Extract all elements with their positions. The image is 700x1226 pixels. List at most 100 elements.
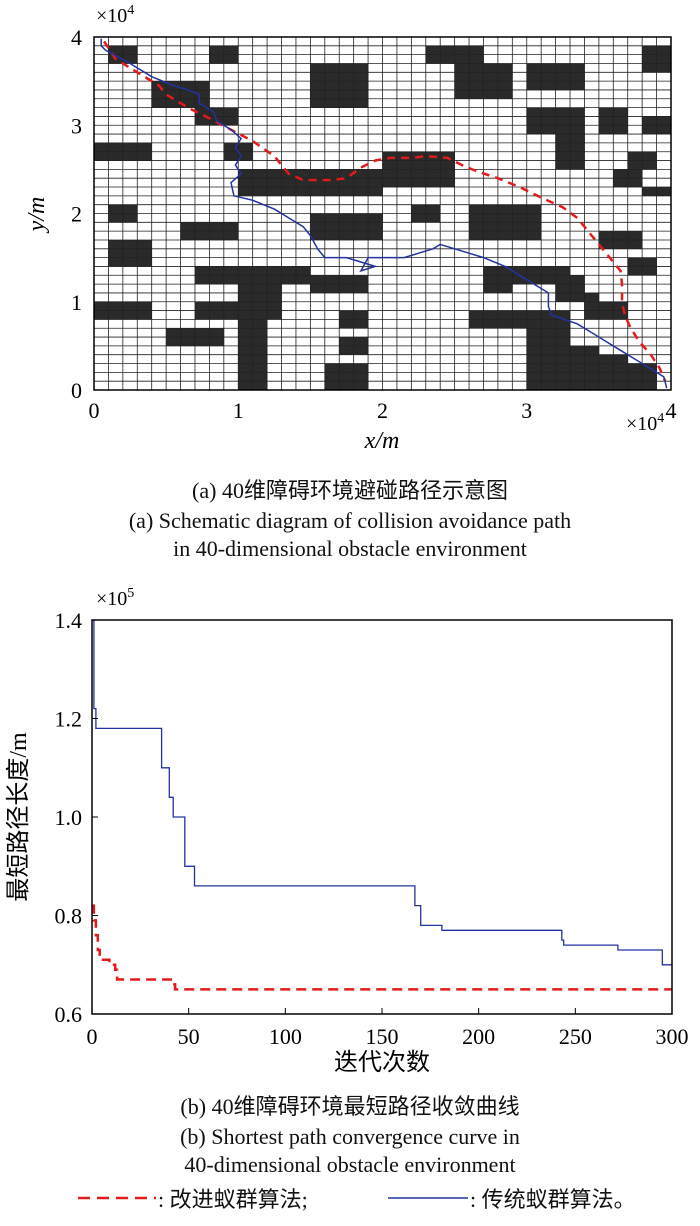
x-tick-label: 100 — [269, 1024, 302, 1049]
obstacle-cell — [310, 178, 326, 188]
obstacle-cell — [310, 72, 326, 82]
obstacle-cell — [252, 354, 268, 364]
obstacle-cell — [570, 372, 585, 382]
obstacle-cell — [526, 275, 542, 285]
obstacle-cell — [555, 142, 571, 153]
obstacle-cell — [598, 116, 614, 126]
obstacle-cell — [425, 204, 441, 214]
obstacle-cell — [137, 310, 152, 320]
x-tick-label: 250 — [559, 1024, 592, 1049]
obstacle-cell — [598, 310, 614, 320]
obstacle-cell — [108, 239, 124, 250]
obstacle-cell — [627, 363, 643, 373]
y-tick-label: 0.6 — [55, 1002, 83, 1027]
obstacle-cell — [252, 337, 268, 347]
obstacle-cell — [252, 301, 268, 311]
y-tick-label: 2 — [71, 202, 82, 227]
obstacle-cell — [368, 169, 383, 179]
obstacle-cell — [555, 160, 571, 170]
x-tick-label: 50 — [178, 1024, 200, 1049]
obstacle-cell — [512, 275, 528, 285]
obstacle-cell — [627, 231, 643, 241]
obstacle-cell — [252, 266, 268, 276]
obstacle-cell — [194, 222, 210, 232]
caption-b-en-2: 40-dimensional obstacle environment — [184, 1152, 516, 1177]
legend-improved-label: : 改进蚁群算法; — [158, 1187, 308, 1212]
traditional-convergence-line — [92, 619, 672, 966]
obstacle-cell — [598, 231, 614, 241]
obstacle-cell — [122, 213, 138, 223]
axis-ticks: 0 50 100 150 200 250 300 0.6 0.8 1.0 1.2 1.4 — [55, 608, 689, 1049]
y-tick-label: 1.0 — [55, 805, 83, 830]
obstacle-cell — [267, 310, 282, 320]
obstacle-cell — [570, 63, 585, 73]
obstacle-cell — [281, 266, 297, 276]
obstacle-cell — [555, 381, 571, 391]
obstacle-cell — [570, 275, 585, 285]
x-tick-label: 150 — [366, 1024, 399, 1049]
obstacle-cell — [295, 266, 311, 276]
obstacle-cell — [353, 231, 369, 241]
obstacle-cell — [584, 354, 600, 364]
obstacle-cell — [137, 301, 152, 311]
obstacle-cell — [238, 381, 253, 391]
obstacle-cell — [526, 63, 542, 73]
obstacle-cell — [526, 345, 542, 355]
obstacle-cell — [223, 266, 239, 276]
obstacle-cell — [483, 204, 499, 214]
obstacle-cell — [267, 275, 282, 285]
obstacle-cell — [512, 204, 528, 214]
obstacle-cell — [469, 63, 484, 73]
obstacle-cell — [180, 337, 196, 347]
obstacle-cell — [483, 319, 499, 329]
obstacle-cell — [483, 275, 499, 285]
obstacle-cell — [108, 45, 124, 55]
obstacle-cell — [541, 328, 556, 338]
obstacle-cell — [310, 98, 326, 108]
obstacle-cell — [497, 63, 513, 73]
obstacle-cell — [267, 266, 282, 276]
obstacle-cell — [497, 275, 513, 285]
obstacle-cell — [483, 63, 499, 73]
obstacle-cell — [151, 89, 167, 100]
x-axis-label: 迭代次数 — [334, 1049, 430, 1076]
obstacle-cell — [368, 213, 383, 223]
obstacle-cell — [295, 169, 311, 179]
obstacle-cell — [339, 372, 354, 382]
obstacle-cell — [368, 178, 383, 188]
obstacle-cell — [209, 231, 225, 241]
obstacle-cell — [584, 363, 600, 373]
obstacle-cell — [137, 142, 152, 153]
obstacle-cell — [541, 125, 556, 135]
caption-b-cn: (b) 40维障碍环境最短路径收敛曲线 — [180, 1094, 520, 1119]
obstacle-cell — [656, 116, 672, 126]
obstacle-cell — [339, 381, 354, 391]
obstacle-cell — [209, 275, 225, 285]
y-tick-label: 1.2 — [55, 707, 83, 732]
obstacle-cell — [526, 107, 542, 117]
obstacle-cell — [252, 310, 268, 320]
obstacle-cell — [526, 266, 542, 276]
obstacle-cell — [209, 337, 225, 347]
obstacle-cell — [555, 151, 571, 161]
obstacle-cell — [238, 151, 253, 161]
obstacle-cell — [324, 275, 340, 285]
obstacle-cell — [497, 319, 513, 329]
obstacle-cell — [238, 337, 253, 347]
obstacle-cell — [497, 89, 513, 100]
obstacle-cell — [555, 328, 571, 338]
obstacle-cell — [180, 89, 196, 100]
obstacle-cell — [209, 45, 225, 55]
obstacle-cell — [180, 81, 196, 91]
obstacle-cell — [526, 310, 542, 320]
y-axis-label: 最短路径长度/m — [5, 732, 32, 902]
obstacle-cell — [324, 178, 340, 188]
obstacle-cell — [310, 284, 326, 294]
obstacle-cell — [541, 345, 556, 355]
obstacle-cell — [483, 213, 499, 223]
obstacle-cell — [223, 151, 239, 161]
obstacle-cell — [584, 301, 600, 311]
obstacle-cell — [555, 354, 571, 364]
obstacle-cell — [469, 222, 484, 232]
obstacle-cell — [353, 337, 369, 347]
